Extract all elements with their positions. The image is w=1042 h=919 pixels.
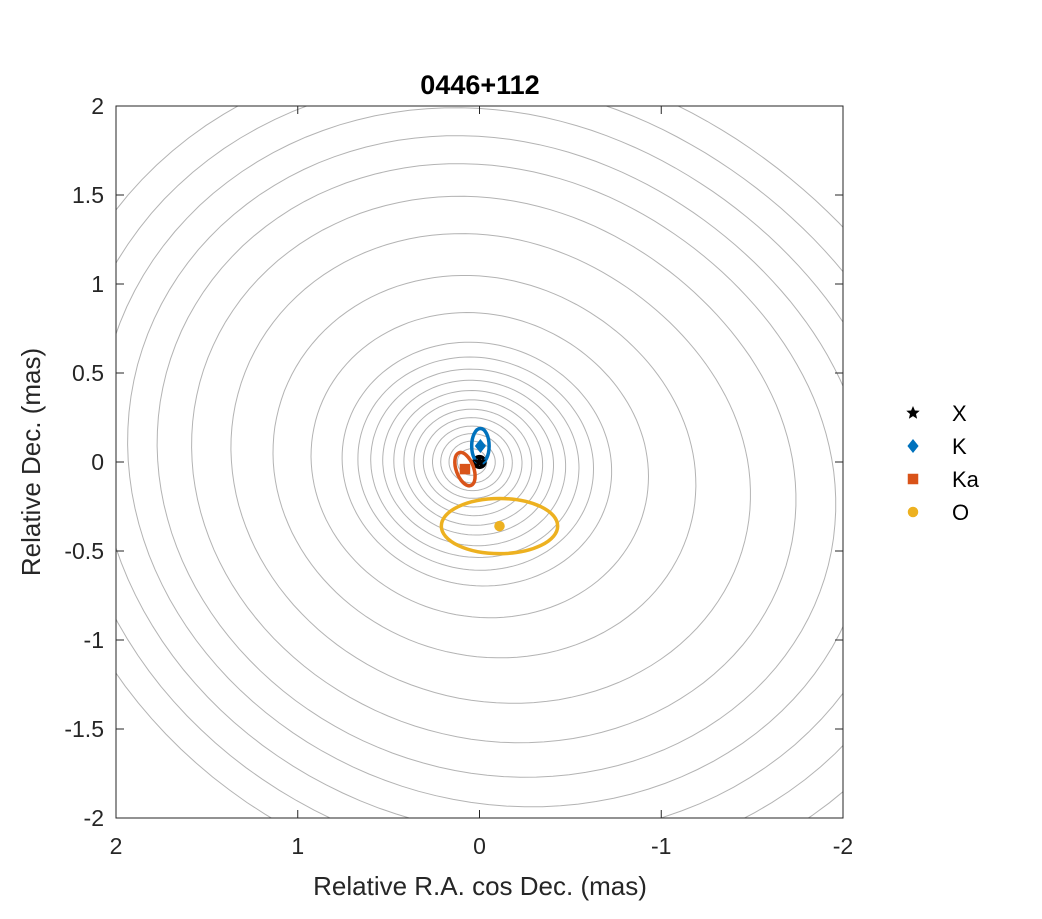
contour-line [310, 311, 650, 619]
y-axis-label: Relative Dec. (mas) [16, 348, 46, 576]
contour-line [413, 408, 533, 517]
y-tick-label: 1 [91, 271, 104, 297]
y-axis-ticks: 2 1.5 1 0.5 0 -0.5 -1 -1.5 -2 [64, 93, 843, 831]
data-point-ka [459, 463, 471, 475]
contour-line [230, 233, 751, 704]
legend-label: X [952, 401, 967, 426]
contour-line [341, 341, 613, 587]
y-tick-label: 0 [91, 449, 104, 475]
y-tick-label: -0.5 [64, 538, 104, 564]
contour-line [422, 417, 523, 508]
legend-label: K [952, 434, 967, 459]
contour-line [370, 368, 580, 559]
x-axis-ticks: 2 1 0 -1 -2 [110, 106, 853, 859]
data-point-o [494, 520, 505, 532]
contour-line [116, 107, 843, 818]
contour-line [382, 379, 567, 547]
contour-line [127, 135, 843, 808]
contour-line [393, 389, 554, 536]
chart-title: 0446+112 [420, 70, 539, 100]
y-tick-label: 0.5 [72, 360, 104, 386]
legend-label: O [952, 500, 969, 525]
contour-line [357, 356, 595, 571]
data-point-x [472, 455, 487, 468]
contour-lines [116, 106, 843, 818]
x-tick-label: -1 [651, 833, 671, 859]
x-tick-label: -2 [833, 833, 853, 859]
x-tick-label: 0 [473, 833, 486, 859]
error-ellipse-ka [453, 450, 477, 488]
legend-marker-ka [907, 473, 919, 485]
legend: XK Ka O [906, 401, 980, 525]
contour-line [272, 275, 697, 659]
legend-marker-o [907, 506, 919, 518]
y-tick-label: 2 [91, 93, 104, 119]
contour-line [432, 425, 513, 499]
legend-label: Ka [952, 467, 980, 492]
y-tick-label: 1.5 [72, 182, 104, 208]
legend-marker-x [906, 406, 920, 419]
contour-line [116, 106, 843, 818]
contour-line [191, 195, 797, 744]
x-axis-label: Relative R.A. cos Dec. (mas) [313, 871, 647, 901]
error-ellipse-o [439, 496, 560, 556]
x-tick-label: 1 [291, 833, 304, 859]
y-tick-label: -1.5 [64, 716, 104, 742]
y-tick-label: -2 [84, 805, 104, 831]
data-point-k [474, 438, 487, 453]
error-ellipses [439, 426, 560, 556]
data-markers [459, 438, 505, 532]
y-tick-label: -1 [84, 627, 104, 653]
contour-line [403, 399, 544, 526]
x-tick-label: 2 [110, 833, 123, 859]
legend-marker-k [907, 439, 919, 453]
contour-line [116, 106, 843, 818]
contour-line [156, 163, 837, 778]
